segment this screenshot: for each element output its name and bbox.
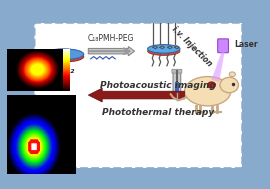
Ellipse shape — [208, 82, 215, 88]
Polygon shape — [211, 52, 225, 82]
Text: TiS₂: TiS₂ — [53, 65, 74, 75]
Ellipse shape — [44, 51, 84, 62]
Text: Laser: Laser — [234, 40, 258, 49]
Ellipse shape — [185, 77, 231, 106]
FancyBboxPatch shape — [172, 69, 182, 73]
Text: i.v. Injection: i.v. Injection — [170, 25, 214, 68]
Ellipse shape — [220, 77, 238, 93]
Ellipse shape — [148, 45, 180, 53]
FancyBboxPatch shape — [218, 39, 228, 53]
FancyBboxPatch shape — [175, 82, 179, 91]
Ellipse shape — [44, 49, 84, 60]
Ellipse shape — [148, 47, 180, 55]
FancyBboxPatch shape — [35, 23, 242, 168]
Text: C₁₈PMH-PEG: C₁₈PMH-PEG — [87, 34, 134, 43]
FancyBboxPatch shape — [173, 70, 181, 94]
FancyArrow shape — [88, 88, 185, 102]
Ellipse shape — [229, 72, 235, 77]
Text: Photoacoustic imaging: Photoacoustic imaging — [100, 81, 215, 90]
Text: Photothermal therapy: Photothermal therapy — [102, 108, 214, 117]
FancyArrow shape — [88, 46, 134, 56]
